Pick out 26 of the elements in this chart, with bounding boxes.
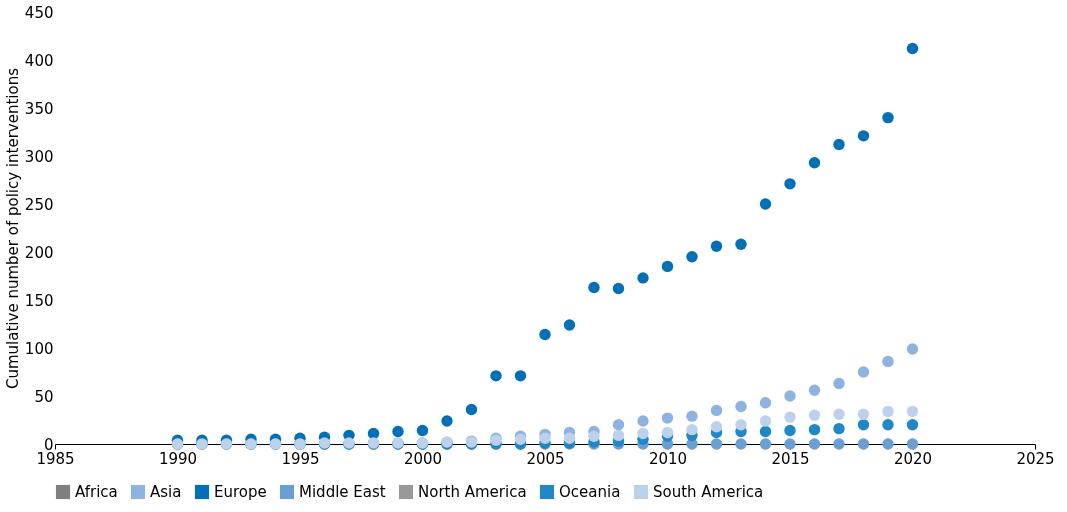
y-axis-title: Cumulative number of policy interventions xyxy=(3,67,22,389)
legend-label: South America xyxy=(653,483,764,501)
y-tick-label: 300 xyxy=(24,147,54,166)
x-tick-label: 1995 xyxy=(281,449,320,468)
x-tick-label: 1990 xyxy=(158,449,198,468)
y-tick-label: 200 xyxy=(24,243,54,262)
y-tick-label: 150 xyxy=(24,291,54,310)
y-tick-label: 350 xyxy=(24,99,54,118)
y-tick-label: 100 xyxy=(24,339,54,358)
x-tick-label: 2005 xyxy=(526,449,565,468)
x-tick-label: 2010 xyxy=(648,449,688,468)
legend-label: Oceania xyxy=(559,483,621,501)
y-tick-label: 50 xyxy=(34,387,54,406)
x-tick-label: 2025 xyxy=(1016,449,1055,468)
y-tick-label: 450 xyxy=(24,3,54,22)
legend-label: Europe xyxy=(214,483,267,501)
x-tick-label: 2015 xyxy=(771,449,810,468)
legend-label: Africa xyxy=(75,483,118,501)
y-tick-label: 400 xyxy=(24,51,54,70)
x-tick-label: 2020 xyxy=(893,449,933,468)
x-tick-label: 1985 xyxy=(36,449,75,468)
y-tick-label: 250 xyxy=(24,195,54,214)
legend-label: North America xyxy=(418,483,527,501)
x-tick-label: 2000 xyxy=(403,449,443,468)
legend-label: Asia xyxy=(150,483,182,501)
legend-label: Middle East xyxy=(299,483,386,501)
